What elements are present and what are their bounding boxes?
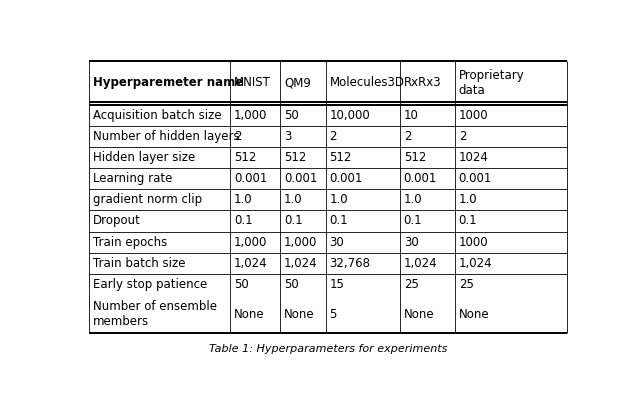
Text: Table 1: Hyperparameters for experiments: Table 1: Hyperparameters for experiments xyxy=(209,344,447,354)
Text: gradient norm clip: gradient norm clip xyxy=(93,193,202,206)
Text: 1,024: 1,024 xyxy=(234,257,268,270)
Text: Hyperparemeter name: Hyperparemeter name xyxy=(93,76,243,89)
Text: Molecules3D: Molecules3D xyxy=(330,76,404,89)
Text: 1,000: 1,000 xyxy=(234,236,268,249)
Text: Train epochs: Train epochs xyxy=(93,236,167,249)
Text: 1.0: 1.0 xyxy=(284,193,303,206)
Text: 1,000: 1,000 xyxy=(234,109,268,122)
Text: 0.001: 0.001 xyxy=(234,172,268,185)
Text: RxRx3: RxRx3 xyxy=(404,76,442,89)
Text: 32,768: 32,768 xyxy=(330,257,371,270)
Text: Hidden layer size: Hidden layer size xyxy=(93,151,195,164)
Text: 1.0: 1.0 xyxy=(404,193,422,206)
Text: 25: 25 xyxy=(404,278,419,291)
Text: 0.001: 0.001 xyxy=(330,172,363,185)
Text: 2: 2 xyxy=(459,130,466,143)
Text: 512: 512 xyxy=(404,151,426,164)
Text: 30: 30 xyxy=(330,236,344,249)
Text: 1.0: 1.0 xyxy=(459,193,477,206)
Text: 0.001: 0.001 xyxy=(459,172,492,185)
Text: 1,024: 1,024 xyxy=(284,257,318,270)
Text: 1.0: 1.0 xyxy=(234,193,253,206)
Text: 0.001: 0.001 xyxy=(284,172,317,185)
Text: Number of ensemble
members: Number of ensemble members xyxy=(93,300,217,328)
Text: 1000: 1000 xyxy=(459,236,488,249)
Text: 10: 10 xyxy=(404,109,419,122)
Text: Number of hidden layers: Number of hidden layers xyxy=(93,130,239,143)
Text: 15: 15 xyxy=(330,278,344,291)
Text: 50: 50 xyxy=(234,278,249,291)
Text: 0.1: 0.1 xyxy=(284,215,303,228)
Text: Proprietary
data: Proprietary data xyxy=(459,69,524,97)
Text: 10,000: 10,000 xyxy=(330,109,371,122)
Text: None: None xyxy=(234,308,264,321)
Text: 50: 50 xyxy=(284,109,299,122)
Text: Train batch size: Train batch size xyxy=(93,257,186,270)
Text: Dropout: Dropout xyxy=(93,215,141,228)
Text: 1024: 1024 xyxy=(459,151,488,164)
Text: Acquisition batch size: Acquisition batch size xyxy=(93,109,221,122)
Text: 2: 2 xyxy=(330,130,337,143)
Text: QM9: QM9 xyxy=(284,76,311,89)
Text: None: None xyxy=(284,308,315,321)
Text: 2: 2 xyxy=(234,130,241,143)
Text: 25: 25 xyxy=(459,278,474,291)
Text: None: None xyxy=(404,308,435,321)
Text: 50: 50 xyxy=(284,278,299,291)
Text: None: None xyxy=(459,308,490,321)
Text: 5: 5 xyxy=(330,308,337,321)
Text: 512: 512 xyxy=(330,151,352,164)
Text: 2: 2 xyxy=(404,130,411,143)
Text: 1,024: 1,024 xyxy=(404,257,437,270)
Text: 1,000: 1,000 xyxy=(284,236,317,249)
Text: 512: 512 xyxy=(234,151,257,164)
Text: Learning rate: Learning rate xyxy=(93,172,172,185)
Text: 512: 512 xyxy=(284,151,307,164)
Text: 0.1: 0.1 xyxy=(459,215,477,228)
Text: 1,024: 1,024 xyxy=(459,257,492,270)
Text: 30: 30 xyxy=(404,236,419,249)
Text: 0.001: 0.001 xyxy=(404,172,437,185)
Text: 0.1: 0.1 xyxy=(234,215,253,228)
Text: Early stop patience: Early stop patience xyxy=(93,278,207,291)
Text: 1000: 1000 xyxy=(459,109,488,122)
Text: 0.1: 0.1 xyxy=(404,215,422,228)
Text: 1.0: 1.0 xyxy=(330,193,348,206)
Text: MNIST: MNIST xyxy=(234,76,271,89)
Text: 0.1: 0.1 xyxy=(330,215,348,228)
Text: 3: 3 xyxy=(284,130,292,143)
